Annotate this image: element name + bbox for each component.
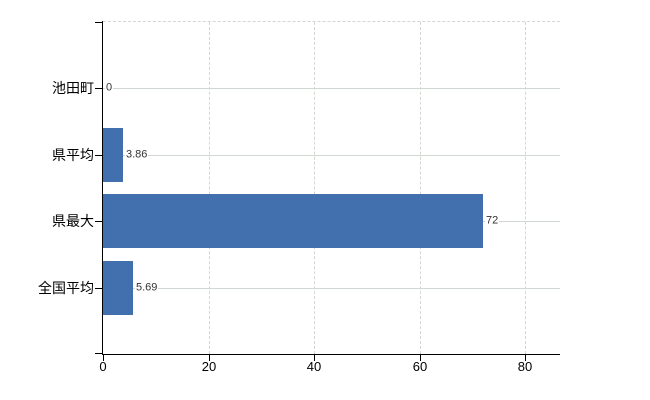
x-axis-tick-label: 80 [517, 359, 533, 374]
bar [103, 128, 123, 182]
x-axis-tick-label: 60 [412, 359, 428, 374]
category-label: 全国平均 [38, 280, 94, 296]
category-label: 県平均 [52, 147, 94, 163]
plot-area: 0 3.86 72 5.69 [95, 21, 560, 361]
vertical-gridline [314, 22, 315, 354]
vertical-gridline [420, 22, 421, 354]
bar-value-label: 5.69 [135, 281, 159, 295]
y-axis-tick-mark [95, 221, 103, 222]
y-axis-tick-mark [95, 88, 103, 89]
y-axis-edge-tick-mark [95, 22, 103, 23]
y-axis-line [102, 21, 103, 354]
bar-value-label: 72 [485, 214, 500, 228]
bar [103, 261, 133, 315]
x-axis-tick-mark [525, 355, 526, 361]
x-axis-tick-label: 20 [201, 359, 217, 374]
y-axis-tick-mark [95, 288, 103, 289]
vertical-gridline [209, 22, 210, 354]
x-axis-tick-mark [314, 355, 315, 361]
x-axis-tick-mark [103, 355, 104, 361]
x-axis-tick-mark [209, 355, 210, 361]
horizontal-gridline [103, 288, 560, 289]
x-axis-tick-mark [420, 355, 421, 361]
plot-top-border [103, 21, 560, 22]
vertical-gridline [525, 22, 526, 354]
y-axis-edge-tick-mark [95, 353, 103, 354]
horizontal-gridline [103, 88, 560, 89]
x-axis-tick-label: 40 [306, 359, 322, 374]
category-label: 池田町 [52, 80, 94, 96]
y-axis-tick-mark [95, 155, 103, 156]
horizontal-gridline [103, 155, 560, 156]
x-axis-tick-label: 0 [99, 359, 107, 374]
x-axis-line [102, 354, 560, 355]
bar [103, 194, 483, 248]
bar-value-label: 3.86 [125, 148, 149, 162]
bar-value-label: 0 [105, 81, 114, 95]
category-label: 県最大 [52, 213, 94, 229]
